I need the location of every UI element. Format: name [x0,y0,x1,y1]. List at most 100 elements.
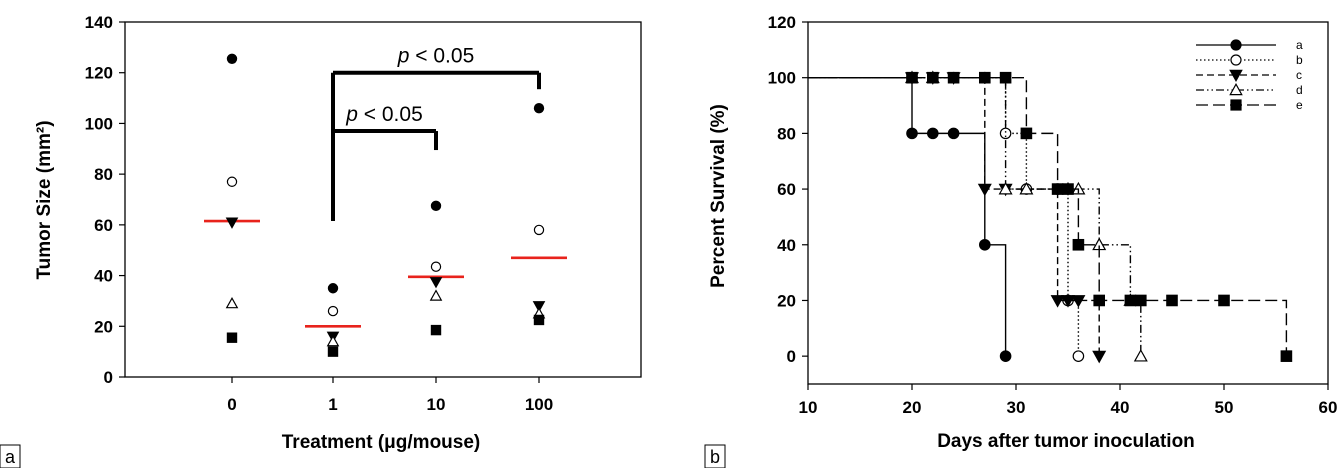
survival-series-e [808,71,1293,362]
significance-bracket: p < 0.05 [331,45,541,222]
point-b [327,305,339,317]
survival-point-a-shape [978,238,991,251]
survival-point-e [926,71,939,84]
panel-b-y-tick-label: 120 [768,13,796,32]
survival-point-a [906,127,918,140]
legend-marker-e [1230,99,1242,111]
point-d-shape [429,289,443,301]
survival-point-e [1280,350,1293,362]
survival-point-a [999,350,1012,362]
point-d [429,289,443,301]
survival-point-e [1134,294,1147,307]
survival-point-e-shape [906,71,918,84]
panel-b-x-tick-label: 40 [1111,398,1130,417]
p-threshold: < 0.05 [358,103,423,126]
point-e [226,332,238,343]
survival-point-e-shape [999,71,1012,84]
survival-point-c [1071,295,1086,308]
panel-b-plot-frame [807,21,1329,385]
point-d-shape [326,334,340,347]
survival-point-e [1051,183,1064,195]
point-d [225,296,239,309]
legend-marker-e-shape [1230,99,1242,111]
point-c-shape [532,301,546,313]
panel-b-x-tick-label: 10 [799,398,818,417]
point-a [327,283,339,294]
significance-bracket: p < 0.05 [331,103,438,222]
p-value-label: p < 0.05 [345,103,423,126]
point-a-shape [226,53,238,64]
point-e [533,314,545,326]
survival-point-c-shape [1071,295,1086,308]
survival-point-e-shape [1124,294,1137,307]
point-a-shape [533,103,545,114]
point-e [430,324,442,336]
survival-point-b-shape [999,127,1012,140]
legend-marker-d [1229,83,1243,96]
panel-a-y-axis-title: Tumor Size (mm²) [34,120,55,279]
survival-point-e-shape [1280,350,1293,362]
panel-a-y-tick-label: 100 [85,114,113,133]
survival-point-a [947,127,960,140]
legend-marker-c-shape [1229,69,1243,82]
panel-a-y-tick-label: 20 [94,317,113,336]
panel-a-x-tick-label: 10 [427,395,446,414]
panel-a-x-tick-label: 100 [525,395,553,414]
panel-b-y-tick-label: 100 [768,69,796,88]
survival-point-d [1133,348,1148,362]
legend-label-c: c [1296,68,1302,82]
survival-point-e-shape [926,71,939,84]
point-b-shape [226,176,238,187]
legend-marker-d-shape [1229,83,1243,96]
point-b-shape [533,224,545,236]
survival-line-a [808,76,1007,357]
legend-marker-a [1230,39,1242,51]
panel-b-y-tick-label: 0 [787,347,796,366]
survival-series-a [808,76,1012,362]
survival-point-e [1062,183,1074,195]
survival-point-e [1166,294,1178,307]
point-c [532,301,546,313]
point-b-shape [430,261,442,272]
survival-point-c [1061,295,1075,308]
panel-b-y-tick-label: 40 [777,236,796,255]
survival-point-e [1020,127,1033,140]
panel-b-y-tick-label: 20 [777,291,796,310]
survival-point-e-shape [1051,183,1064,195]
point-c-shape [429,277,443,289]
panel-a-y-tick-label: 60 [94,216,113,235]
panel-a-y-tick-label: 120 [85,64,113,83]
survival-point-c [1050,295,1065,308]
point-a [533,103,545,114]
panel-b-letter: b [710,447,720,467]
survival-point-e [1093,294,1105,307]
panel-a-y-tick-label: 140 [85,13,113,32]
survival-point-e [1218,294,1230,307]
panel-b-x-axis-title: Days after tumor inoculation [937,431,1195,452]
panel-a-y-tick-label: 40 [94,267,113,286]
survival-point-c [977,183,992,197]
panel-b-x-tick-label: 20 [903,398,922,417]
survival-series-b [808,71,1085,362]
point-c [225,217,239,229]
survival-point-e [906,71,918,84]
survival-point-a-shape [947,127,960,140]
survival-point-e-shape [1218,294,1230,307]
point-b [226,176,238,187]
survival-line-d [808,76,1142,357]
legend-marker-a-shape [1230,39,1242,51]
survival-point-e [947,71,960,84]
point-e-shape [226,332,238,343]
survival-point-d-shape [1019,181,1034,195]
survival-point-e [999,71,1012,84]
survival-point-e-shape [947,71,960,84]
survival-point-e-shape [978,71,991,84]
legend-marker-c [1229,69,1243,82]
panel-a-plot-frame [124,21,642,378]
point-b-shape [327,305,339,317]
survival-line-e [808,76,1288,357]
point-c-shape [225,217,239,229]
point-a [430,200,442,212]
panel-b-y-axis-title: Percent Survival (%) [708,104,729,288]
